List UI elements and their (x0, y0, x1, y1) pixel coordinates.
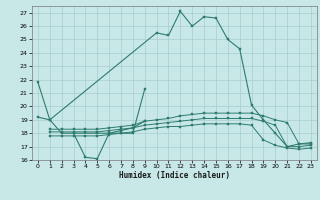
X-axis label: Humidex (Indice chaleur): Humidex (Indice chaleur) (119, 171, 230, 180)
